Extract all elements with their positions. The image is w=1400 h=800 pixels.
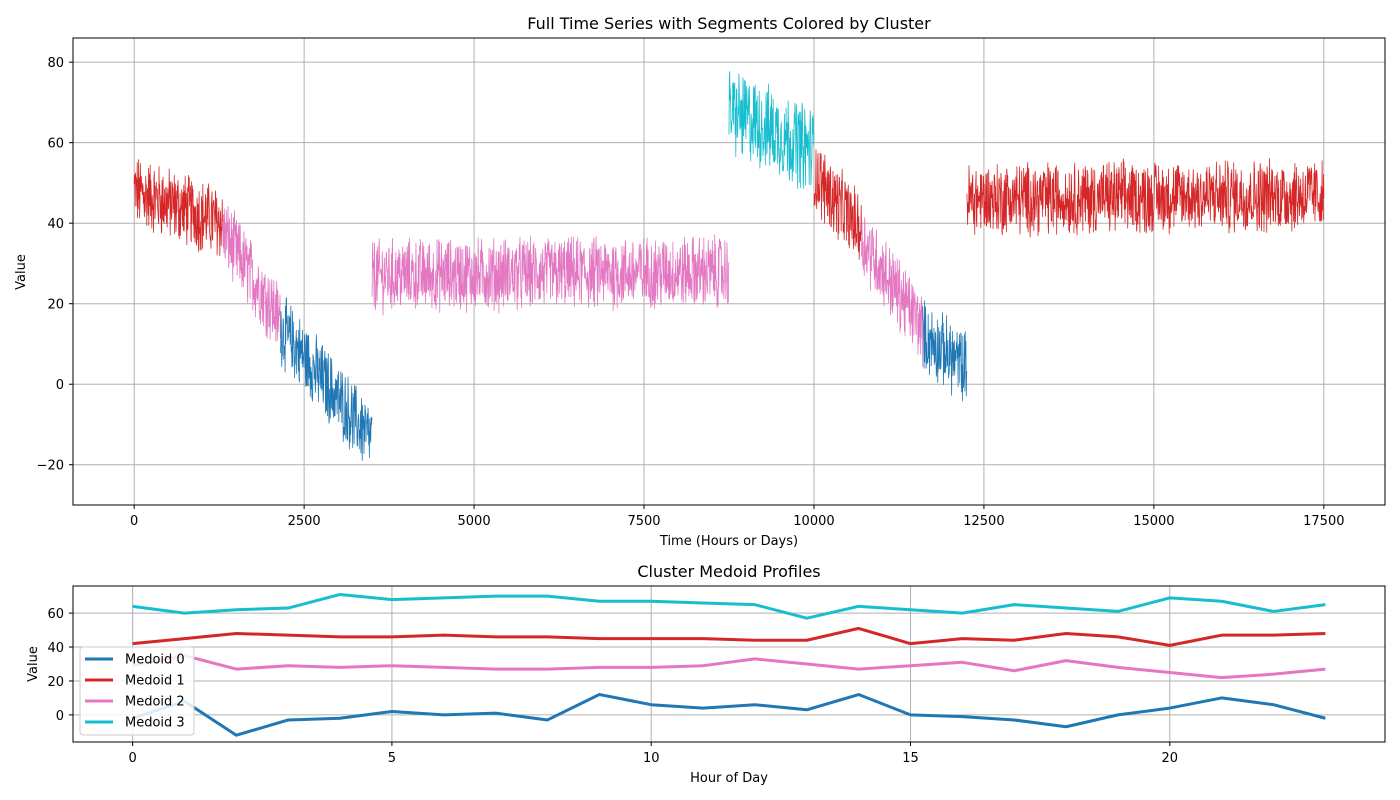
chart-title: Full Time Series with Segments Colored b… bbox=[527, 14, 931, 33]
segment-line-cluster-2 bbox=[371, 234, 730, 316]
x-tick-label: 5000 bbox=[458, 514, 491, 529]
medoid-line-0 bbox=[132, 693, 1326, 737]
plot-frame bbox=[72, 585, 1386, 743]
x-tick-label: 2500 bbox=[288, 514, 321, 529]
x-axis-label: Time (Hours or Days) bbox=[659, 534, 798, 549]
grid bbox=[73, 586, 1385, 742]
y-tick-label: −20 bbox=[37, 459, 64, 474]
y-tick-label: 0 bbox=[56, 378, 64, 393]
y-tick-label: 80 bbox=[47, 56, 64, 71]
tick-labels: 0 2500 5000 7500 10000 12500 15000 17500 −20 0 20 4… bbox=[37, 56, 1345, 529]
x-tick-label: 7500 bbox=[627, 514, 660, 529]
y-tick-label: 0 bbox=[56, 709, 64, 724]
medoid-line-2 bbox=[132, 654, 1326, 680]
x-tick-label: 0 bbox=[128, 751, 136, 766]
chart-title: Cluster Medoid Profiles bbox=[637, 562, 820, 581]
segment-line-cluster-3 bbox=[728, 71, 815, 189]
segment-line-cluster-2 bbox=[861, 217, 924, 367]
segment-line-cluster-1 bbox=[813, 149, 862, 260]
series-layer bbox=[133, 71, 1325, 461]
y-tick-label: 20 bbox=[47, 298, 64, 313]
legend-label: Medoid 0 bbox=[125, 653, 185, 668]
medoid-line-1 bbox=[132, 626, 1326, 647]
legend-label: Medoid 3 bbox=[125, 716, 185, 731]
y-tick-label: 40 bbox=[47, 217, 64, 232]
legend: Medoid 0 Medoid 1 Medoid 2 Medoid 3 bbox=[79, 646, 195, 736]
x-tick-label: 0 bbox=[130, 514, 138, 529]
legend-box bbox=[79, 646, 195, 736]
x-tick-label: 12500 bbox=[963, 514, 1004, 529]
x-tick-label: 20 bbox=[1162, 751, 1179, 766]
segment-line-cluster-0 bbox=[922, 300, 968, 402]
y-axis-label: Value bbox=[26, 646, 41, 682]
x-tick-label: 10 bbox=[643, 751, 660, 766]
segment-line-cluster-0 bbox=[279, 297, 373, 461]
tick-labels: 0 5 10 15 20 0 20 40 60 bbox=[47, 607, 1178, 766]
x-tick-label: 17500 bbox=[1303, 514, 1344, 529]
y-tick-label: 60 bbox=[47, 137, 64, 152]
legend-label: Medoid 1 bbox=[125, 674, 185, 689]
x-tick-label: 15000 bbox=[1133, 514, 1174, 529]
y-tick-label: 20 bbox=[47, 675, 64, 690]
plot-area bbox=[73, 586, 1385, 742]
segment-line-cluster-1 bbox=[133, 159, 223, 257]
medoid-line-3 bbox=[132, 592, 1326, 620]
y-axis-label: Value bbox=[14, 254, 29, 290]
y-tick-label: 60 bbox=[47, 607, 64, 622]
x-tick-label: 15 bbox=[902, 751, 919, 766]
time-series-plot: 0 2500 5000 7500 10000 12500 15000 17500 −20 0 20 4… bbox=[14, 14, 1386, 549]
legend-label: Medoid 2 bbox=[125, 695, 185, 710]
x-axis-label: Hour of Day bbox=[690, 771, 768, 786]
segment-line-cluster-1 bbox=[966, 158, 1325, 238]
x-tick-label: 5 bbox=[388, 751, 396, 766]
x-tick-label: 10000 bbox=[793, 514, 834, 529]
grid bbox=[73, 38, 1385, 505]
y-tick-label: 40 bbox=[47, 641, 64, 656]
segment-line-cluster-2 bbox=[222, 206, 281, 342]
plot-frame bbox=[72, 37, 1386, 506]
series-layer bbox=[132, 592, 1326, 737]
